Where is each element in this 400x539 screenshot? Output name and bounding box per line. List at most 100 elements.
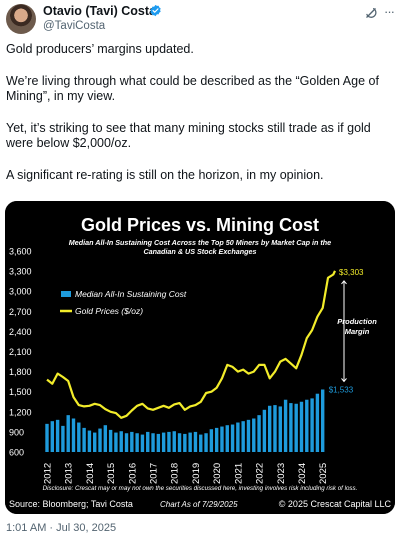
cost-bar <box>209 429 214 452</box>
cost-bar <box>135 433 139 452</box>
x-tick-label: 2016 <box>127 463 138 484</box>
cost-bar <box>61 425 65 452</box>
copyright-text: © 2025 Crescat Capital LLC <box>279 499 392 509</box>
post-paragraph: Gold producers’ margins updated. <box>6 42 194 56</box>
cost-bar <box>140 434 145 452</box>
cost-bar <box>93 432 97 452</box>
cost-bar <box>50 421 55 452</box>
cost-bar <box>82 427 86 452</box>
x-tick-label: 2019 <box>191 463 202 484</box>
margin-arrow-head <box>341 280 347 285</box>
cost-bar <box>289 403 293 452</box>
x-tick-label: 2021 <box>233 463 244 484</box>
x-tick-label: 2023 <box>276 463 287 484</box>
cost-bar <box>151 433 155 452</box>
cost-bar <box>262 409 267 452</box>
cost-bar <box>183 433 187 452</box>
cost-bar <box>45 423 49 452</box>
source-text: Source: Bloomberg; Tavi Costa <box>9 499 133 509</box>
legend-label-gold: Gold Prices ($/oz) <box>75 306 143 316</box>
disclosure-text: Disclosure: Crescat may or may not own t… <box>43 485 358 492</box>
cost-bar <box>156 433 161 452</box>
author-handle[interactable]: @TaviCosta <box>43 20 106 32</box>
gold-end-label: $3,303 <box>339 268 364 277</box>
cost-bar <box>87 430 92 452</box>
cost-bar <box>146 431 150 452</box>
cost-bar <box>172 431 176 452</box>
x-tick-label: 2017 <box>149 463 160 484</box>
x-tick-label: 2012 <box>43 463 54 484</box>
cost-bar <box>167 431 171 452</box>
y-tick-label: 600 <box>9 448 24 458</box>
y-tick-label: 1,800 <box>9 367 32 377</box>
cost-bar <box>267 405 272 452</box>
margin-label-wrap: Production Margin <box>337 317 377 336</box>
cost-bar <box>66 415 70 452</box>
post-paragraph: Yet, it’s striking to see that many mini… <box>6 120 371 151</box>
post-paragraph: A significant re-rating is still on the … <box>6 167 324 182</box>
post-paragraph: We’re living through what could be descr… <box>6 73 379 104</box>
cost-bar <box>305 399 309 452</box>
cost-bar <box>103 425 108 452</box>
x-tick-label: 2015 <box>106 463 117 484</box>
cost-bar <box>299 401 304 452</box>
cost-end-label: $1,533 <box>329 385 354 394</box>
cost-bar <box>204 433 208 452</box>
cost-bar <box>199 434 203 452</box>
chart-image[interactable]: Gold Prices vs. Mining Cost Median All-I… <box>5 201 395 514</box>
x-tick-label: 2022 <box>255 463 266 484</box>
x-tick-label: 2025 <box>318 463 329 484</box>
cost-bar <box>257 415 261 452</box>
verified-badge-icon <box>150 4 161 17</box>
y-tick-label: 2,400 <box>9 327 32 337</box>
margin-label: Production Margin <box>337 317 377 336</box>
cost-bar <box>252 418 256 452</box>
cost-bar <box>193 431 198 452</box>
y-tick-label: 1,500 <box>9 387 32 397</box>
x-tick-label: 2020 <box>212 463 223 484</box>
cost-bar <box>225 425 229 452</box>
chart-title: Gold Prices vs. Mining Cost <box>81 215 319 235</box>
cost-bar <box>77 422 81 452</box>
cost-bar <box>315 393 320 452</box>
cost-bar <box>119 431 123 452</box>
cost-bar <box>283 399 288 452</box>
cost-bar <box>220 426 224 452</box>
cost-bar <box>55 419 60 452</box>
x-axis: 2012 2013 2014 2015 2016 2017 2018 2019 2020 2021… <box>43 463 330 484</box>
legend-label-cost: Median All-In Sustaining Cost <box>75 289 187 299</box>
cost-bar <box>124 433 129 452</box>
y-tick-label: 2,700 <box>9 307 32 317</box>
post-header: Otavio (Tavi) Costa @TaviCosta ··· <box>0 0 400 36</box>
cost-bar <box>177 433 182 452</box>
cost-bar <box>278 406 282 452</box>
legend-swatch-cost <box>61 291 71 297</box>
margin-arrow-head <box>341 378 347 383</box>
x-tick-label: 2014 <box>85 463 96 484</box>
x-tick-label: 2024 <box>297 463 308 484</box>
chart-subtitle: Median All-In Sustaining Cost Across the… <box>68 238 332 256</box>
post-timestamp[interactable]: 1:01 AM · Jul 30, 2025 <box>6 522 117 534</box>
chart-subtitle-wrap: Median All-In Sustaining Cost Across the… <box>68 238 332 256</box>
cost-bar <box>98 428 102 452</box>
y-tick-label: 3,000 <box>9 287 32 297</box>
cost-bar <box>320 389 325 452</box>
grok-icon[interactable] <box>364 6 378 20</box>
cost-bar <box>71 418 76 452</box>
cost-bar <box>130 431 134 452</box>
cost-bar <box>273 405 277 452</box>
author-name[interactable]: Otavio (Tavi) Costa <box>43 4 156 18</box>
chart-svg: Gold Prices vs. Mining Cost Median All-I… <box>5 201 395 514</box>
cost-bar <box>294 403 298 452</box>
y-axis: 600 900 1,200 1,500 1,800 2,100 2,400 2,700 3,00… <box>9 247 32 458</box>
cost-bar <box>241 421 245 452</box>
cost-bar <box>188 432 192 452</box>
avatar[interactable] <box>6 4 36 34</box>
more-options-icon[interactable]: ··· <box>384 4 395 19</box>
y-tick-label: 900 <box>9 427 24 437</box>
cost-bar <box>310 398 314 452</box>
cost-bar <box>230 424 235 452</box>
y-tick-label: 3,600 <box>9 247 32 257</box>
cost-bar <box>246 419 251 452</box>
cost-bar <box>114 432 118 452</box>
